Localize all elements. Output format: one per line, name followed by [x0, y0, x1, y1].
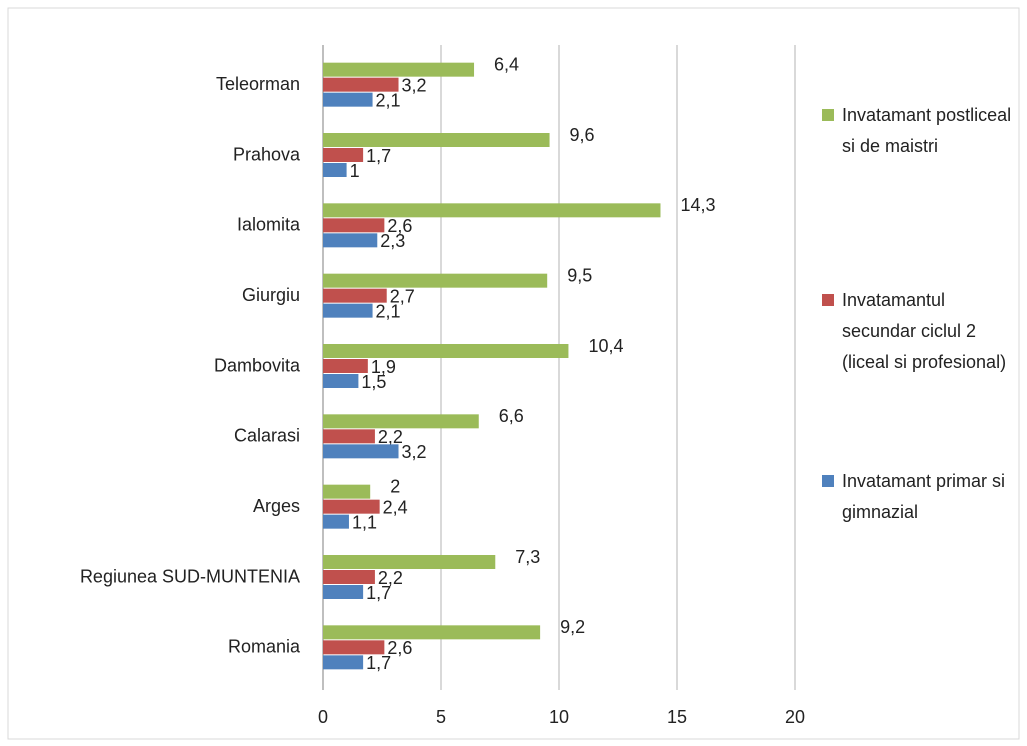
bar — [323, 655, 364, 670]
data-label: 1,7 — [366, 583, 391, 603]
bar — [323, 163, 347, 177]
bar — [323, 640, 385, 655]
bar — [323, 77, 399, 92]
data-label: 9,2 — [560, 617, 585, 637]
bar — [323, 484, 371, 499]
data-label: 14,3 — [680, 195, 715, 215]
data-label: 9,6 — [570, 125, 595, 145]
bar — [323, 303, 373, 318]
y-tick-label: Prahova — [233, 144, 301, 164]
y-tick-label: Giurgiu — [242, 285, 300, 305]
bar — [323, 555, 496, 569]
data-label: 1,9 — [371, 357, 396, 377]
x-tick-label: 15 — [667, 707, 687, 727]
data-label: 2,3 — [380, 231, 405, 251]
x-tick-label: 5 — [436, 707, 446, 727]
bar — [323, 288, 387, 303]
data-label: 7,3 — [515, 547, 540, 567]
data-label: 2,2 — [378, 568, 403, 588]
legend-entry: Invatamant primar si gimnazial — [822, 466, 1012, 528]
bar — [323, 359, 368, 373]
legend-label: Invatamant primar si gimnazial — [842, 471, 1006, 522]
bar — [323, 203, 661, 218]
data-label: 2,1 — [376, 301, 401, 321]
legend-swatch — [822, 109, 834, 121]
x-tick-label: 0 — [318, 707, 328, 727]
bar — [323, 625, 541, 640]
bar — [323, 148, 364, 162]
legend-swatch — [822, 294, 834, 306]
data-label: 2 — [390, 476, 400, 496]
bar — [323, 92, 373, 107]
y-tick-label: Teleorman — [216, 74, 300, 94]
data-label: 6,4 — [494, 54, 519, 74]
y-tick-label: Dambovita — [214, 355, 301, 375]
data-label: 2,1 — [376, 90, 401, 110]
y-tick-label: Regiunea SUD-MUNTENIA — [80, 566, 300, 586]
bar — [323, 62, 475, 77]
data-label: 3,2 — [402, 442, 427, 462]
data-label: 6,6 — [499, 406, 524, 426]
legend-entry: Invatamantul secundar ciclul 2 (liceal s… — [822, 285, 1012, 378]
data-label: 2,6 — [387, 216, 412, 236]
x-tick-label: 20 — [785, 707, 805, 727]
data-label: 1,7 — [366, 653, 391, 673]
data-label: 1 — [350, 161, 360, 181]
bar — [323, 273, 548, 288]
bar — [323, 585, 364, 599]
data-label: 9,5 — [567, 265, 592, 285]
bar — [323, 514, 349, 529]
legend-label: Invatamantul secundar ciclul 2 (liceal s… — [842, 290, 1007, 372]
data-label: 2,7 — [390, 286, 415, 306]
y-tick-label: Romania — [228, 637, 301, 657]
data-label: 10,4 — [588, 336, 623, 356]
data-label: 3,2 — [402, 75, 427, 95]
bar — [323, 414, 479, 429]
legend-label: Invatamant postliceal si de maistri — [842, 105, 1012, 156]
data-label: 2,6 — [387, 638, 412, 658]
bar — [323, 218, 385, 233]
bar — [323, 429, 375, 444]
data-label: 1,1 — [352, 512, 377, 532]
bar — [323, 499, 380, 514]
data-label: 1,5 — [361, 372, 386, 392]
bar — [323, 570, 375, 584]
bar — [323, 233, 378, 248]
data-label: 1,7 — [366, 146, 391, 166]
chart-border — [7, 7, 1020, 740]
y-tick-label: Arges — [253, 496, 300, 516]
y-tick-label: Ialomita — [237, 215, 301, 235]
x-tick-label: 10 — [549, 707, 569, 727]
data-label: 2,2 — [378, 427, 403, 447]
bar — [323, 344, 569, 358]
bar — [323, 133, 550, 147]
data-label: 2,4 — [383, 497, 408, 517]
bar — [323, 374, 359, 388]
legend-entry: Invatamant postliceal si de maistri — [822, 100, 1012, 162]
y-tick-label: Calarasi — [234, 426, 300, 446]
bar — [323, 444, 399, 459]
legend-swatch — [822, 475, 834, 487]
